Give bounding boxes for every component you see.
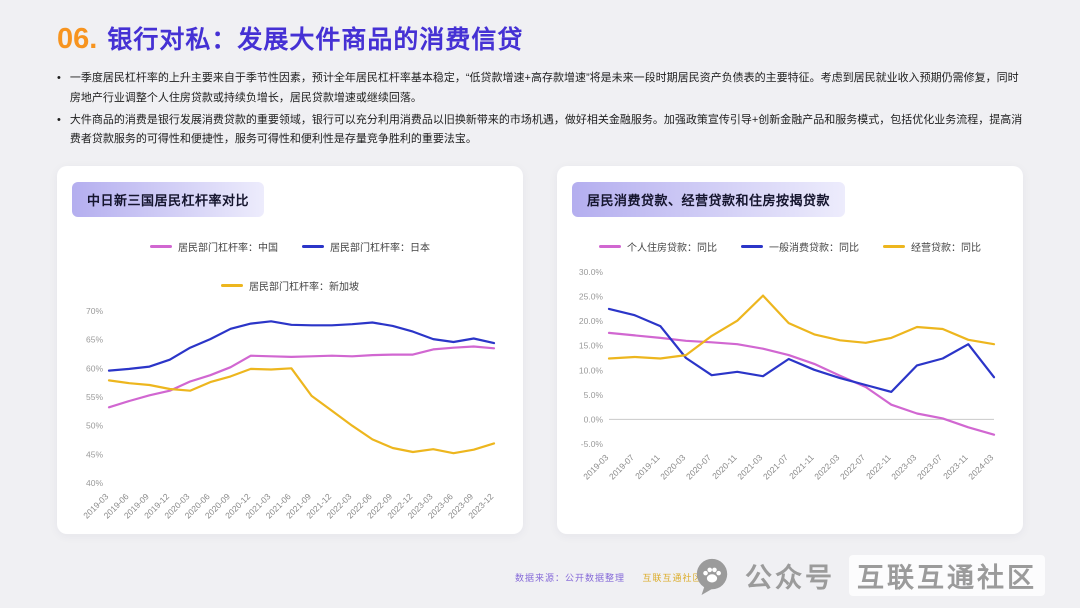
x-tick-label: 2021-11: [787, 452, 816, 481]
y-tick-label: 30.0%: [579, 267, 604, 277]
y-tick-label: 70%: [86, 306, 103, 316]
bullet-item: • 一季度居民杠杆率的上升主要来自于季节性因素，预计全年居民杠杆率基本稳定，“低…: [57, 69, 1023, 109]
line-series-2: [107, 367, 496, 455]
bullet-marker: •: [57, 72, 61, 84]
x-tick-label: 2020-07: [684, 452, 713, 481]
page-title: 06. 银行对私：发展大件商品的消费信贷: [57, 20, 1023, 56]
legend-swatch: [150, 245, 172, 249]
data-source-note: 数据来源：公开数据整理 互联互通社区: [515, 571, 703, 584]
chart-title-badge: 居民消费贷款、经营贷款和住房按揭贷款: [572, 182, 846, 218]
bullet-text: 大件商品的消费是银行发展消费贷款的重要领域，银行可以充分利用消费品以旧换新带来的…: [69, 113, 1023, 146]
legend-swatch: [599, 245, 621, 249]
legend-label: 一般消费贷款：同比: [769, 243, 859, 255]
legend-label: 经营贷款：同比: [911, 243, 981, 255]
bullet-marker: •: [57, 113, 61, 126]
y-tick-label: 10.0%: [579, 365, 604, 375]
x-tick-label: 2019-07: [607, 452, 636, 481]
slide-header: 06. 银行对私：发展大件商品的消费信贷 • 一季度居民杠杆率的上升主要来自于季…: [0, 0, 1080, 150]
x-tick-label: 2022-11: [864, 452, 893, 481]
legend-label: 个人住房贷款：同比: [627, 243, 717, 255]
line-series-1: [107, 320, 496, 372]
legend-label: 居民部门杠杆率：新加坡: [249, 282, 359, 294]
y-tick-label: 40%: [86, 478, 103, 488]
watermark: 公众号 互联互通社区: [693, 555, 1045, 596]
legend-label: 居民部门杠杆率：日本: [330, 243, 430, 255]
line-series-2: [607, 294, 996, 360]
bullet-list: • 一季度居民杠杆率的上升主要来自于季节性因素，预计全年居民杠杆率基本稳定，“低…: [57, 69, 1023, 150]
legend-item: 居民部门杠杆率：日本: [302, 239, 430, 254]
title-number: 06.: [57, 23, 98, 55]
legend-item: 一般消费贷款：同比: [741, 239, 859, 254]
chart-legend: 个人住房贷款：同比 一般消费贷款：同比 经营贷款：同比: [572, 239, 1008, 254]
legend-item: 居民部门杠杆率：新加坡: [221, 278, 359, 293]
y-tick-label: -5.0%: [581, 439, 604, 449]
loans-line-chart: -5.0% 0.0% 5.0% 10.0% 15.0% 20.0% 25.0% 30.0% 20…: [579, 267, 996, 481]
x-tick-label: 2019-03: [581, 452, 610, 481]
chart-card-loans: 居民消费贷款、经营贷款和住房按揭贷款 个人住房贷款：同比 一般消费贷款：同比 经营贷…: [557, 166, 1023, 535]
bullet-text: 一季度居民杠杆率的上升主要来自于季节性因素，预计全年居民杠杆率基本稳定，“低贷款…: [69, 72, 1019, 104]
legend-swatch: [741, 245, 763, 249]
y-tick-label: 55%: [86, 392, 103, 402]
legend-swatch: [883, 245, 905, 249]
y-tick-label: 15.0%: [579, 341, 604, 351]
chart-card-leverage: 中日新三国居民杠杆率对比 居民部门杠杆率：中国 居民部门杠杆率：日本 居民部门杠杆率…: [57, 166, 523, 535]
x-tick-label: 2021-03: [735, 452, 764, 481]
y-tick-label: 0.0%: [584, 415, 604, 425]
x-tick-label: 2022-03: [812, 452, 841, 481]
legend-swatch: [302, 245, 324, 249]
x-tick-label: 2022-07: [838, 452, 867, 481]
y-tick-label: 20.0%: [579, 316, 604, 326]
paw-bubble-icon: [693, 556, 731, 596]
leverage-line-chart: 40%45%50%55%60%65%70%2019-032019-062019-…: [81, 306, 496, 520]
line-series-0: [607, 331, 996, 436]
x-tick-label: 2023-03: [889, 452, 918, 481]
y-tick-label: 5.0%: [584, 390, 604, 400]
x-tick-label: 2019-11: [633, 452, 662, 481]
y-tick-label: 60%: [86, 364, 103, 374]
legend-item: 居民部门杠杆率：中国: [150, 239, 278, 254]
x-tick-label: 2021-07: [761, 452, 790, 481]
y-tick-label: 45%: [86, 450, 103, 460]
chart-legend: 居民部门杠杆率：中国 居民部门杠杆率：日本居民部门杠杆率：新加坡: [72, 239, 508, 293]
x-tick-label: 2023-07: [915, 452, 944, 481]
x-tick-label: 2024-03: [966, 452, 995, 481]
data-source-credit: 互联互通社区: [642, 573, 703, 583]
line-series-1: [607, 307, 996, 394]
watermark-name: 互联互通社区: [849, 555, 1045, 596]
charts-row: 中日新三国居民杠杆率对比 居民部门杠杆率：中国 居民部门杠杆率：日本 居民部门杠杆率…: [57, 166, 1023, 535]
chart-title-badge: 中日新三国居民杠杆率对比: [72, 182, 265, 218]
x-tick-label: 2023-11: [941, 452, 970, 481]
x-tick-label: 2020-11: [710, 452, 739, 481]
title-text: 银行对私：发展大件商品的消费信贷: [107, 26, 524, 54]
legend-swatch: [221, 284, 243, 288]
legend-label: 居民部门杠杆率：中国: [178, 243, 278, 255]
legend-item: 个人住房贷款：同比: [599, 239, 717, 254]
y-tick-label: 25.0%: [579, 292, 604, 302]
legend-item: 经营贷款：同比: [883, 239, 981, 254]
y-tick-label: 65%: [86, 335, 103, 345]
data-source-text: 数据来源：公开数据整理: [515, 573, 626, 583]
x-tick-label: 2020-03: [658, 452, 687, 481]
y-tick-label: 50%: [86, 421, 103, 431]
line-series-0: [107, 345, 496, 409]
bullet-item: • 大件商品的消费是银行发展消费贷款的重要领域，银行可以充分利用消费品以旧换新带…: [57, 111, 1023, 151]
watermark-prefix: 公众号: [745, 563, 835, 593]
